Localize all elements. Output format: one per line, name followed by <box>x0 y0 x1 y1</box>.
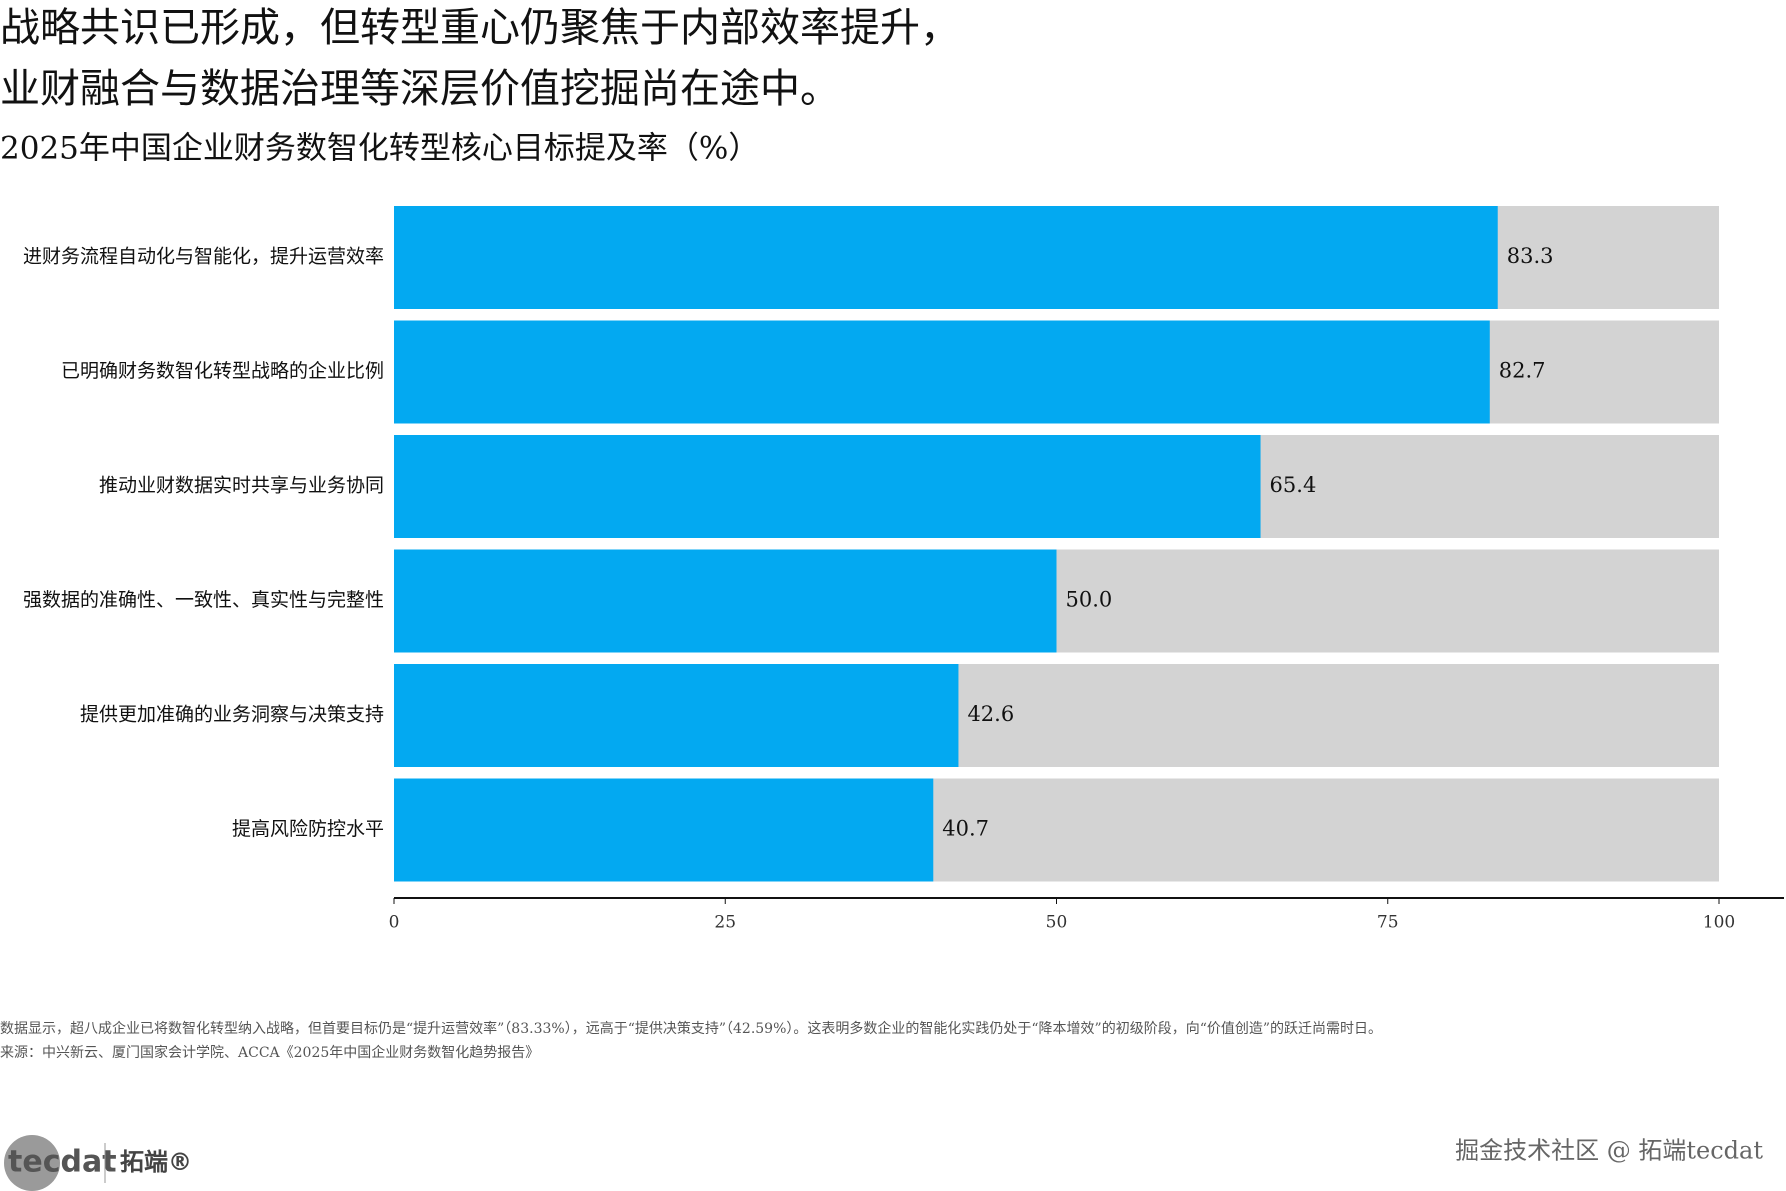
bar <box>394 320 1490 424</box>
title-line: 业财融合与数据治理等深层价值挖掘尚在途中。 <box>0 66 840 112</box>
x-tick-label: 50 <box>1046 913 1068 933</box>
category-label: 已明确财务数智化转型战略的企业比例 <box>61 360 384 382</box>
category-label: 提供更加准确的业务洞察与决策支持 <box>80 704 384 726</box>
x-tick-label: 0 <box>389 913 400 933</box>
value-label: 83.3 <box>1507 244 1554 268</box>
category-label: 提高风险防控水平 <box>232 818 384 840</box>
watermark: 掘金技术社区 @ 拓端tecdat <box>1455 1137 1763 1165</box>
x-tick-label: 75 <box>1377 913 1399 933</box>
title-line: 战略共识已形成，但转型重心仍聚焦于内部效率提升， <box>0 5 960 51</box>
logo-mark: tecdat <box>8 1145 117 1180</box>
subtitle: 2025年中国企业财务数智化转型核心目标提及率（%） <box>0 131 759 167</box>
note: 数据显示，超八成企业已将数智化转型纳入战略，但首要目标仍是“提升运营效率”（83… <box>0 1020 1382 1037</box>
category-label: 强数据的准确性、一致性、真实性与完整性 <box>23 589 384 611</box>
bar <box>394 435 1261 538</box>
category-label: 推动业财数据实时共享与业务协同 <box>99 475 384 497</box>
value-label: 42.6 <box>967 702 1014 726</box>
bar <box>394 664 959 767</box>
logo-circle <box>4 1135 60 1191</box>
category-label: 进财务流程自动化与智能化，提升运营效率 <box>23 246 384 268</box>
value-label: 82.7 <box>1499 359 1546 383</box>
x-tick-label: 25 <box>714 913 736 933</box>
note: 来源：中兴新云、厦门国家会计学院、ACCA《2025年中国企业财务数智化趋势报告… <box>0 1044 539 1061</box>
value-label: 40.7 <box>942 817 989 841</box>
x-tick-label: 100 <box>1703 913 1735 933</box>
value-label: 65.4 <box>1270 473 1317 497</box>
value-label: 50.0 <box>1066 588 1113 612</box>
bar <box>394 206 1498 309</box>
logo-name: 拓端® <box>120 1148 192 1176</box>
bar <box>394 778 934 882</box>
bar <box>394 549 1057 653</box>
